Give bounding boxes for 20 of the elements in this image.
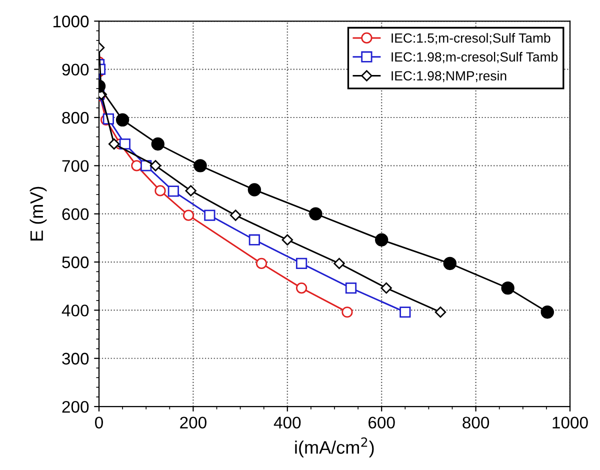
x-tick-label: 1000: [552, 416, 588, 429]
x-tick-label: 400: [274, 416, 301, 429]
y-tick-label: 900: [62, 64, 89, 76]
legend-label: IEC:1.98;m-cresol;Sulf Tamb: [392, 52, 558, 64]
x-tick-label: 0: [95, 416, 103, 429]
y-tick-label: 600: [62, 208, 89, 220]
x-axis-title: i(mA/cm$^{2}$): [295, 437, 374, 458]
y-tick-label: 400: [62, 304, 89, 316]
y-tick-label: 1000: [53, 16, 89, 28]
legend-label: IEC:1.5;m-cresol;Sulf Tamb: [392, 33, 550, 44]
legend-label: IEC:1.98;NMP;resin: [392, 70, 506, 82]
y-tick-label: 800: [62, 112, 89, 124]
y-tick-label: 300: [62, 352, 89, 365]
y-axis-title: E (mV): [30, 186, 47, 240]
x-tick-label: 600: [368, 416, 395, 429]
x-tick-label: 800: [462, 416, 490, 429]
y-tick-label: 500: [62, 256, 89, 268]
y-tick-label: 700: [62, 160, 89, 172]
x-tick-label: 200: [180, 416, 206, 429]
y-tick-label: 200: [62, 400, 89, 413]
